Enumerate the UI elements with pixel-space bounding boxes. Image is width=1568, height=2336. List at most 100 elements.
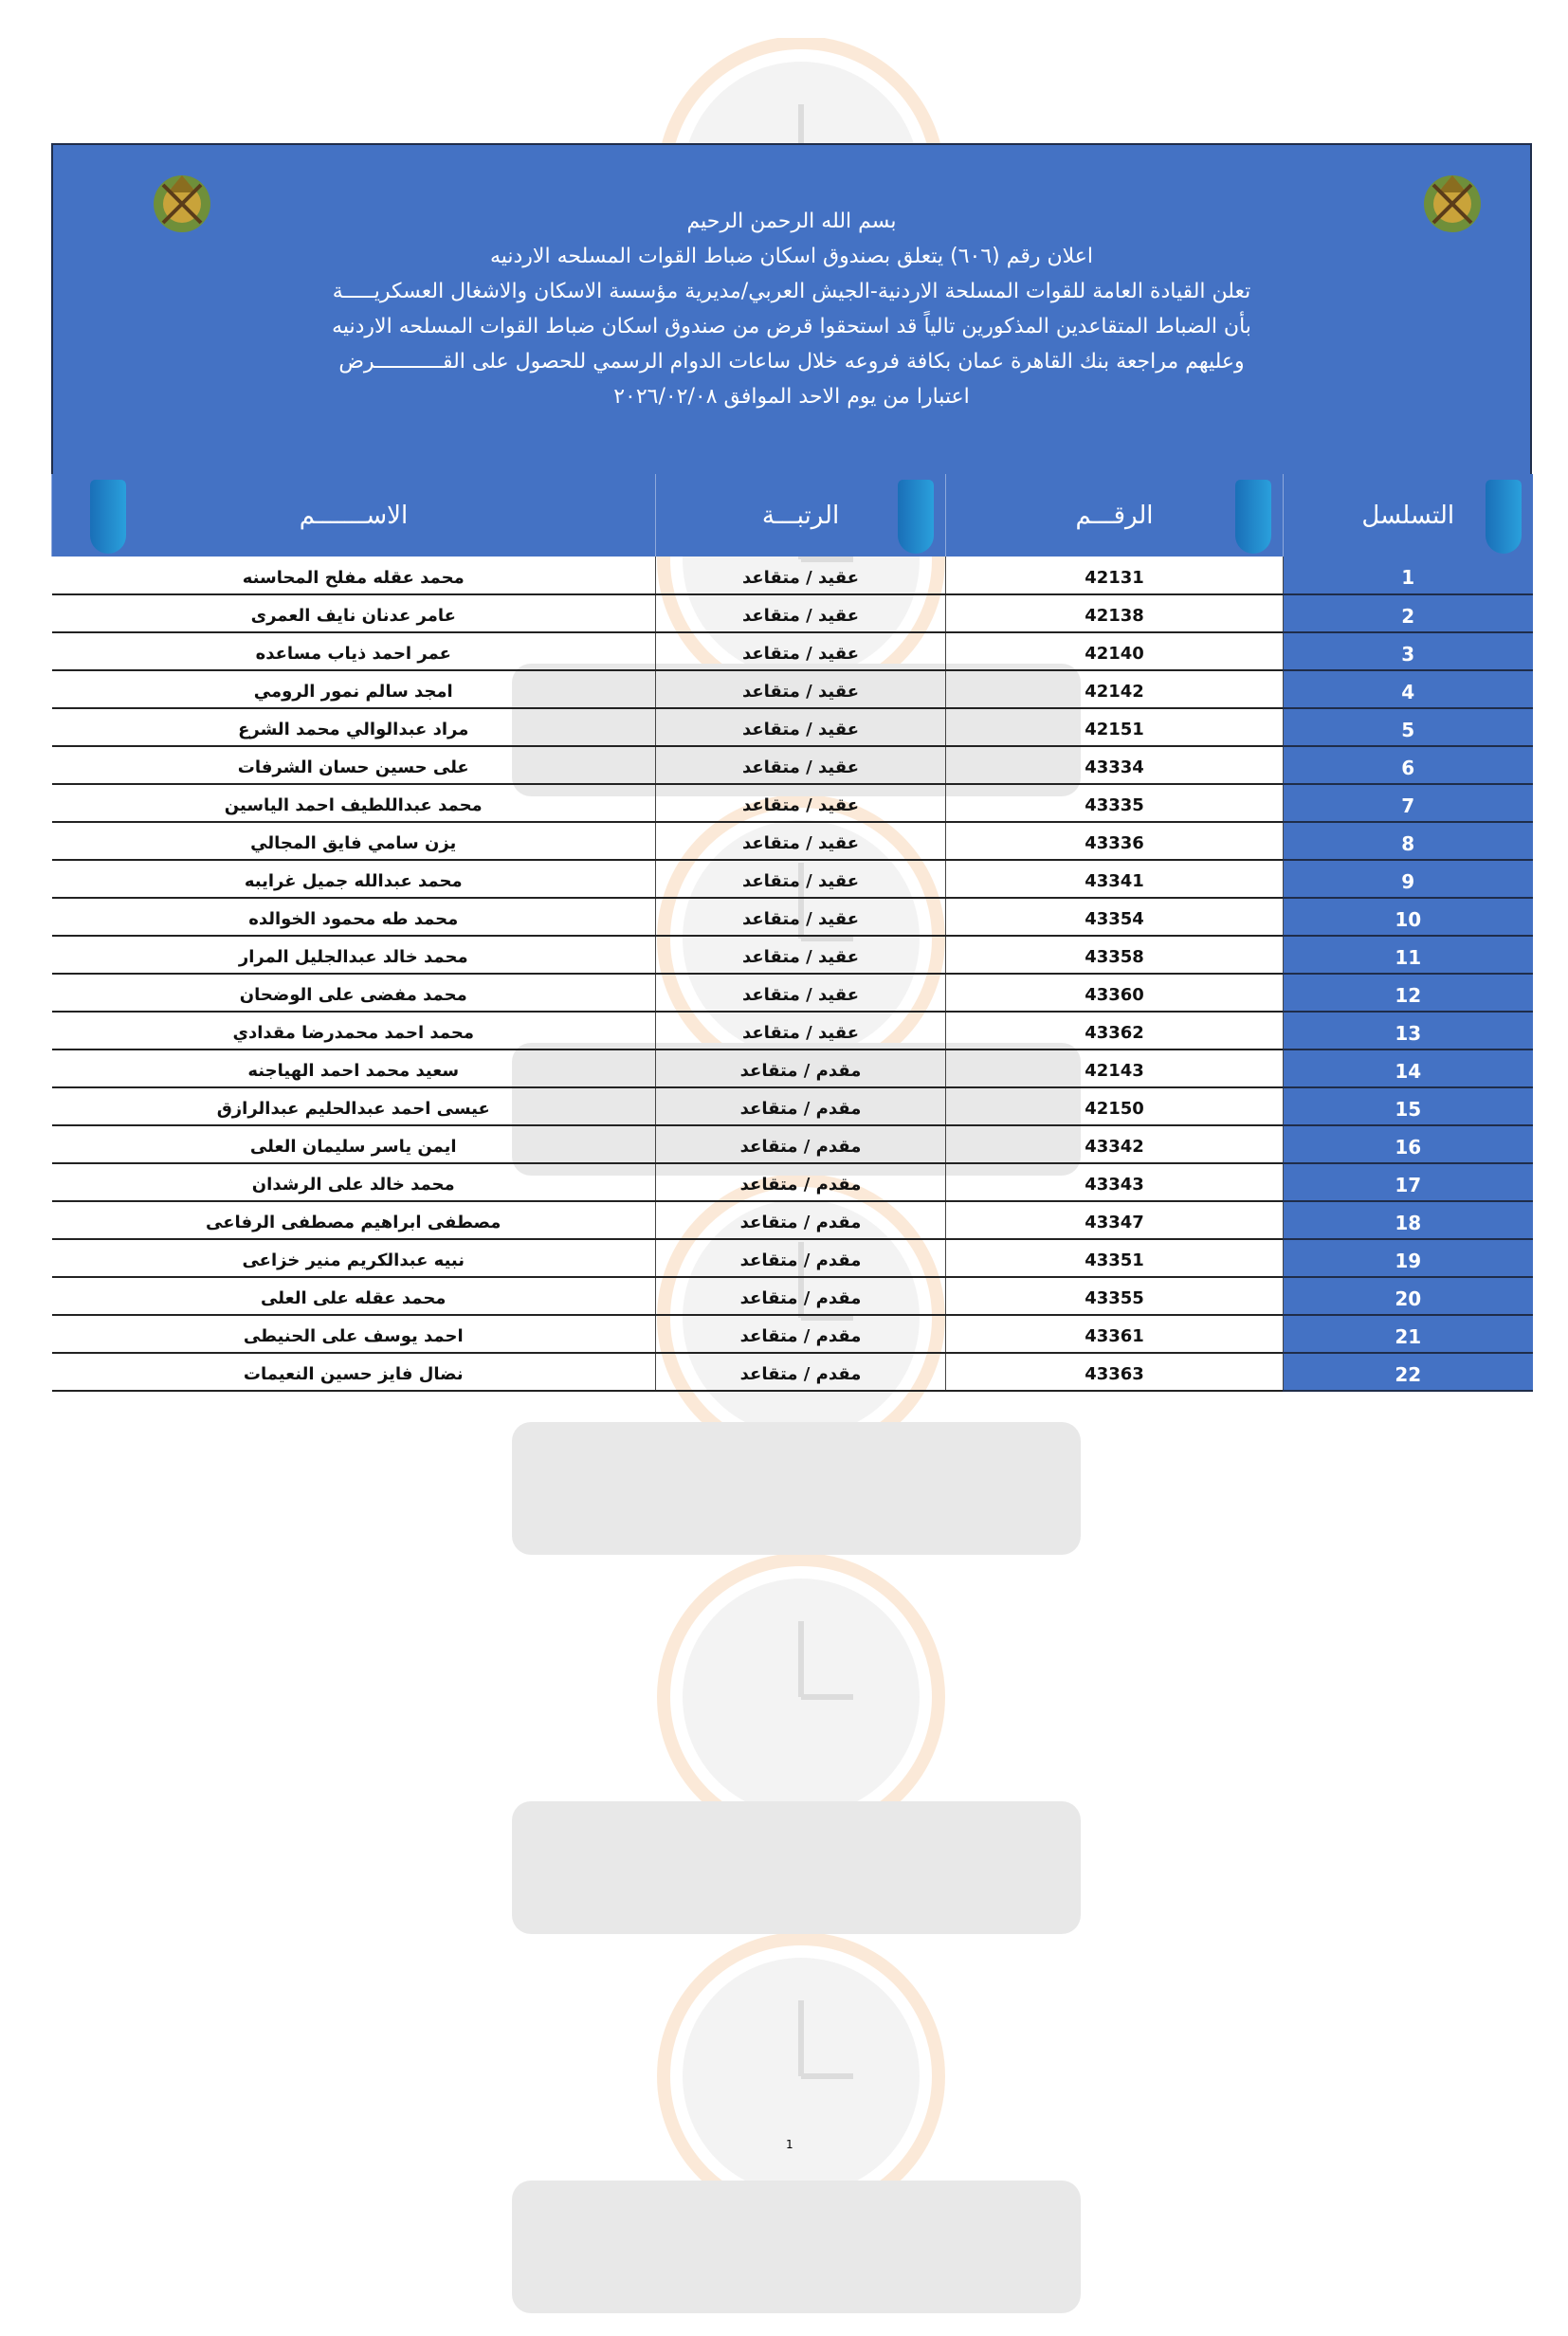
rank-cell: مقدم / متقاعد [655,1277,946,1316]
name-cell: ايمن ياسر سليمان العلى [51,1125,656,1164]
serial-cell: 14 [1283,1049,1533,1088]
table-row: 2 42138 عقيد / متقاعد عامر عدنان نايف العمر… [51,594,1533,633]
number-cell: 43351 [945,1239,1284,1278]
header-rank: الرتبـــة [655,474,946,557]
announcement-line: بأن الضباط المتقاعدين المذكورين تالياً ق… [332,315,1251,338]
table-row: 4 42142 عقيد / متقاعد امجد سالم نمور الرومي [51,670,1533,709]
serial-cell: 11 [1283,936,1533,975]
rank-cell: مقدم / متقاعد [655,1201,946,1240]
rank-cell: عقيد / متقاعد [655,557,946,595]
rank-cell: عقيد / متقاعد [655,594,946,633]
scroll-icon [898,480,934,554]
number-cell: 42143 [945,1049,1284,1088]
number-cell: 43358 [945,936,1284,975]
name-cell: محمد مفضى على الوضحان [51,974,656,1013]
rank-cell: عقيد / متقاعد [655,708,946,747]
name-cell: محمد طه محمود الخوالده [51,898,656,937]
header-name: الاســـــــم [51,474,656,557]
number-cell: 43336 [945,822,1284,861]
name-cell: محمد احمد محمدرضا مقدادي [51,1012,656,1050]
rank-cell: مقدم / متقاعد [655,1353,946,1392]
announcement-banner: بسم الله الرحمن الرحيم اعلان رقم (٦٠٦) ي… [51,143,1532,474]
number-cell: 43362 [945,1012,1284,1050]
announcement-date: اعتبارا من يوم الاحد الموافق ٢٠٢٦/٠٢/٠٨ [613,385,970,409]
table-row: 10 43354 عقيد / متقاعد محمد طه محمود الخوال… [51,898,1533,937]
name-cell: مراد عبدالوالي محمد الشرع [51,708,656,747]
rank-cell: عقيد / متقاعد [655,1012,946,1050]
name-cell: احمد يوسف على الحنيطى [51,1315,656,1354]
table-row: 18 43347 مقدم / متقاعد مصطفى ابراهيم مصطفى … [51,1201,1533,1240]
name-cell: امجد سالم نمور الرومي [51,670,656,709]
serial-cell: 18 [1283,1201,1533,1240]
number-cell: 43347 [945,1201,1284,1240]
scroll-icon [90,480,126,554]
page-number: 1 [786,2138,793,2151]
rank-cell: عقيد / متقاعد [655,784,946,823]
number-cell: 43355 [945,1277,1284,1316]
number-cell: 42150 [945,1087,1284,1126]
name-cell: عيسى احمد عبدالحليم عبدالرازق [51,1087,656,1126]
name-cell: عامر عدنان نايف العمرى [51,594,656,633]
rank-cell: عقيد / متقاعد [655,822,946,861]
serial-cell: 8 [1283,822,1533,861]
scroll-icon [1235,480,1271,554]
serial-cell: 13 [1283,1012,1533,1050]
name-cell: نبيه عبدالكريم منير خزاعى [51,1239,656,1278]
number-cell: 43334 [945,746,1284,785]
serial-cell: 3 [1283,632,1533,671]
table-row: 11 43358 عقيد / متقاعد محمد خالد عبدالجليل … [51,936,1533,975]
number-cell: 42142 [945,670,1284,709]
number-cell: 43361 [945,1315,1284,1354]
table-row: 6 43334 عقيد / متقاعد على حسين حسان الشرفات [51,746,1533,785]
table-row: 3 42140 عقيد / متقاعد عمر احمد ذياب مساعده [51,632,1533,671]
number-cell: 43341 [945,860,1284,899]
table-row: 15 42150 مقدم / متقاعد عيسى احمد عبدالحليم … [51,1087,1533,1126]
name-cell: محمد خالد على الرشدان [51,1163,656,1202]
scroll-icon [1485,480,1522,554]
serial-cell: 7 [1283,784,1533,823]
table-row: 21 43361 مقدم / متقاعد احمد يوسف على الحنيط… [51,1315,1533,1354]
rank-cell: عقيد / متقاعد [655,746,946,785]
serial-cell: 6 [1283,746,1533,785]
number-cell: 42138 [945,594,1284,633]
army-emblem-icon [1424,175,1481,232]
serial-cell: 1 [1283,557,1533,595]
serial-cell: 12 [1283,974,1533,1013]
rank-cell: عقيد / متقاعد [655,936,946,975]
rank-cell: عقيد / متقاعد [655,632,946,671]
serial-cell: 19 [1283,1239,1533,1278]
serial-cell: 17 [1283,1163,1533,1202]
serial-cell: 10 [1283,898,1533,937]
table-row: 14 42143 مقدم / متقاعد سعيد محمد احمد الهيا… [51,1049,1533,1088]
rank-cell: عقيد / متقاعد [655,860,946,899]
name-cell: عمر احمد ذياب مساعده [51,632,656,671]
name-cell: سعيد محمد احمد الهياجنه [51,1049,656,1088]
army-emblem-icon [154,175,210,232]
basmala: بسم الله الرحمن الرحيم [686,210,897,233]
header-serial: التسلسل [1283,474,1533,557]
number-cell: 43354 [945,898,1284,937]
serial-cell: 9 [1283,860,1533,899]
name-cell: نضال فايز حسين النعيمات [51,1353,656,1392]
rank-cell: مقدم / متقاعد [655,1087,946,1126]
announcement-line: وعليهم مراجعة بنك القاهرة عمان بكافة فرو… [338,350,1245,374]
table-row: 19 43351 مقدم / متقاعد نبيه عبدالكريم منير … [51,1239,1533,1278]
number-cell: 42140 [945,632,1284,671]
name-cell: محمد عقله مفلح المحاسنه [51,557,656,595]
rank-cell: عقيد / متقاعد [655,670,946,709]
table-row: 22 43363 مقدم / متقاعد نضال فايز حسين النعي… [51,1353,1533,1392]
rank-cell: مقدم / متقاعد [655,1049,946,1088]
rank-cell: مقدم / متقاعد [655,1239,946,1278]
serial-cell: 15 [1283,1087,1533,1126]
name-cell: محمد عقله على العلى [51,1277,656,1316]
table-row: 17 43343 مقدم / متقاعد محمد خالد على الرشدا… [51,1163,1533,1202]
rank-cell: مقدم / متقاعد [655,1163,946,1202]
announcement-text: بسم الله الرحمن الرحيم اعلان رقم (٦٠٦) ي… [53,204,1530,414]
serial-cell: 4 [1283,670,1533,709]
table-row: 8 43336 عقيد / متقاعد يزن سامي فايق المجالي [51,822,1533,861]
name-cell: يزن سامي فايق المجالي [51,822,656,861]
watermark-logo [493,1553,1081,1957]
table-row: 9 43341 عقيد / متقاعد محمد عبدالله جميل غرا… [51,860,1533,899]
announcement-title: اعلان رقم (٦٠٦) يتعلق بصندوق اسكان ضباط … [489,245,1094,268]
name-cell: محمد عبداللطيف احمد الياسين [51,784,656,823]
